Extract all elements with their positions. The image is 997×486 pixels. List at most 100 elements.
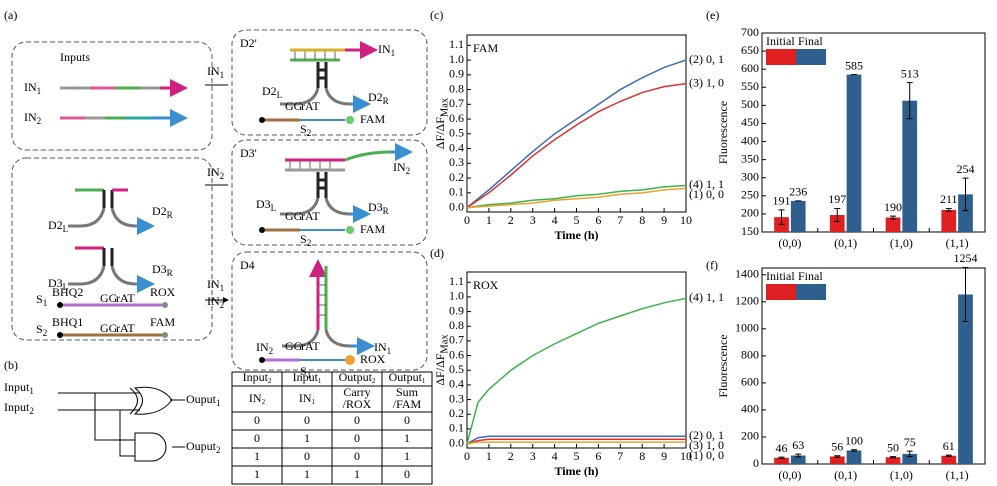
y-tick-label: 650 <box>741 43 759 57</box>
series-label: (2) 0, 1 <box>689 428 724 442</box>
y-tick-label: 500 <box>741 97 759 111</box>
label-main: D3 <box>152 262 167 276</box>
x-tick-label: (0,0) <box>778 468 801 482</box>
panel-label: (c) <box>430 8 443 22</box>
y-axis-label: Fluorescence <box>716 334 730 397</box>
label-main: IN <box>207 165 220 179</box>
table-cell: 1 <box>304 431 310 445</box>
label-main: D2 <box>48 218 63 232</box>
label: ROX <box>360 352 386 366</box>
bar <box>958 194 973 232</box>
x-tick-label: 2 <box>508 213 514 227</box>
error-bar <box>834 207 841 223</box>
data-label: 56 <box>831 440 843 454</box>
legend-label: Initial <box>766 34 795 48</box>
series-line <box>466 435 686 445</box>
data-label: 585 <box>845 58 863 72</box>
label: Inputs <box>60 50 90 64</box>
x-tick-label: 8 <box>639 449 645 463</box>
label: D2L <box>48 218 69 234</box>
label: FAM <box>150 315 175 329</box>
label-main: Output <box>389 370 423 384</box>
label-main: IN <box>207 294 220 308</box>
label-main: S <box>36 322 43 336</box>
label-sub: L <box>63 282 69 292</box>
label-sub: 1 <box>216 398 221 408</box>
label-main: IN <box>374 340 387 354</box>
panel-label: (e) <box>706 8 719 22</box>
table-header: Input1 <box>293 370 322 385</box>
x-tick-label: 0 <box>464 213 470 227</box>
bar <box>829 456 845 464</box>
y-tick-label: 0.5 <box>449 126 464 140</box>
series-line <box>466 441 686 445</box>
bar <box>941 455 957 464</box>
label: BHQ2 <box>52 285 83 299</box>
table-cell: 1 <box>404 431 410 445</box>
legend-swatch <box>796 284 826 300</box>
y-tick-label: 0.6 <box>449 347 464 361</box>
label: IN1 <box>378 42 395 58</box>
label: IN1 <box>374 340 391 356</box>
y-tick-label: 0.4 <box>449 140 464 154</box>
legend-label: Initial <box>766 269 795 283</box>
data-label: 46 <box>776 441 788 455</box>
label-sub: 1 <box>312 398 316 406</box>
label-main: IN <box>24 110 37 124</box>
label-sub: 2 <box>406 166 411 176</box>
y-tick-label: 600 <box>741 375 759 389</box>
label-sub: 1 <box>391 48 396 58</box>
label: S2 <box>36 322 48 338</box>
y-tick-label: 1200 <box>735 294 759 308</box>
series-label: (1) 0, 0 <box>689 187 724 201</box>
table-header: Output2 <box>339 370 376 385</box>
x-tick-label: (1,0) <box>890 236 913 250</box>
label-sub: 1 <box>43 298 48 308</box>
table-header: Input2 <box>243 370 272 385</box>
y-tick-label: 200 <box>741 206 759 220</box>
x-tick-label: (0,0) <box>778 236 801 250</box>
x-tick-label: 0 <box>464 449 470 463</box>
x-tick-label: 7 <box>617 213 623 227</box>
label-sub: 2 <box>37 116 42 126</box>
label-main: Ouput <box>186 392 217 406</box>
table-cell: IN2 <box>249 391 266 406</box>
x-axis-label: Time (h) <box>554 464 598 478</box>
label: IN1 <box>207 277 224 293</box>
label: D3L <box>256 197 277 213</box>
series-line <box>466 59 687 209</box>
table-cell: 0 <box>404 413 410 427</box>
label: IN2 <box>24 110 42 126</box>
table-cell: IN1 <box>299 391 316 406</box>
table-cell: Sum <box>396 385 419 399</box>
label-main: D2 <box>368 90 383 104</box>
y-tick-label: 0.3 <box>449 155 464 169</box>
error-bar <box>850 449 857 452</box>
label-sub: R <box>383 96 390 106</box>
label: D3R <box>368 200 390 216</box>
diagram-shapes <box>11 29 428 462</box>
label: Ouput2 <box>186 439 221 455</box>
bar <box>846 74 862 232</box>
label-sub: 1 <box>220 70 225 80</box>
label: D2R <box>368 90 390 106</box>
label-main: IN <box>207 64 220 78</box>
data-label: 190 <box>884 200 902 214</box>
x-tick-label: 3 <box>530 449 536 463</box>
label: S2 <box>300 232 312 248</box>
label: D3' <box>240 146 257 160</box>
error-bar <box>906 82 913 120</box>
bar <box>885 457 901 464</box>
series-label: (1) 0, 0 <box>689 448 724 462</box>
label-sub: 2 <box>43 328 48 338</box>
label-main: S <box>300 122 307 136</box>
table-cell: Carry <box>343 385 370 399</box>
y-axis-label: ΔF/ΔFMax <box>433 334 451 386</box>
y-tick-label: 1400 <box>735 267 759 281</box>
chart-title: FAM <box>473 41 498 55</box>
label-main: IN <box>378 42 391 56</box>
y-tick-label: 0.9 <box>449 303 464 317</box>
x-tick-label: 5 <box>574 213 580 227</box>
label-sub: 1 <box>220 283 225 293</box>
label-main: S <box>36 292 43 306</box>
